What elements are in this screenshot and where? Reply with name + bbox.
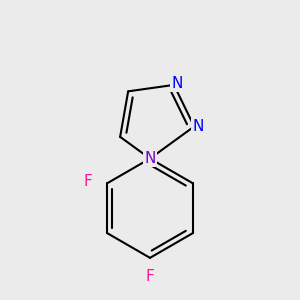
Text: F: F — [146, 269, 154, 284]
Text: N: N — [144, 151, 156, 166]
Text: N: N — [172, 76, 183, 91]
Text: F: F — [84, 174, 93, 189]
Text: N: N — [193, 119, 204, 134]
